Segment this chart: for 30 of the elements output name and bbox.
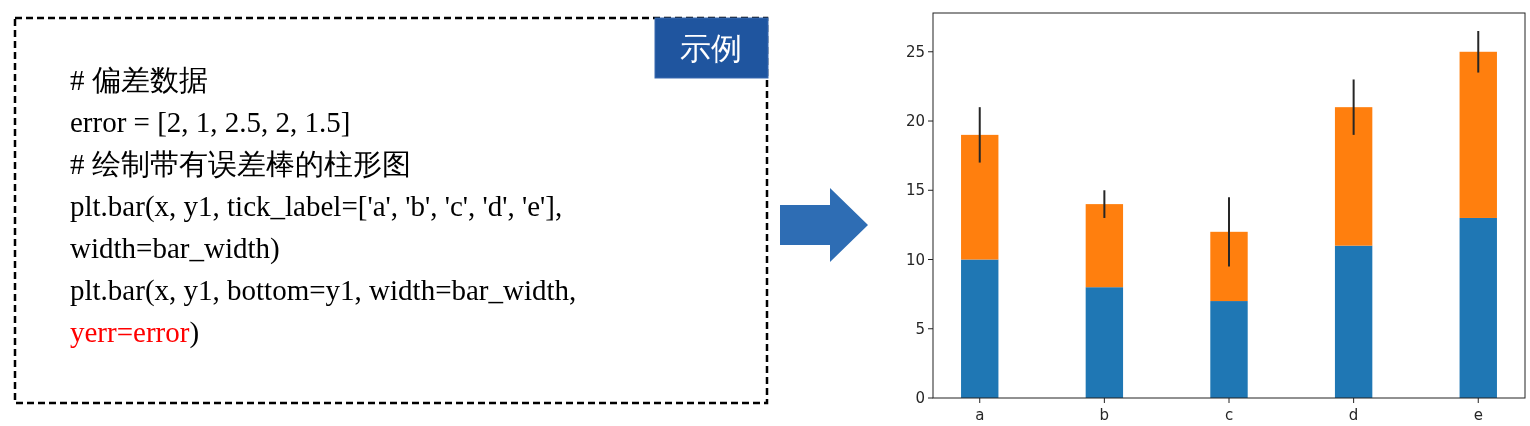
text: plt.bar(x, y1, tick_label=['a', 'b', 'c', 'd', 'e'], [70, 190, 563, 223]
y-tick-label: 10 [905, 250, 925, 269]
text: # 偏差数据 [70, 64, 208, 96]
x-tick-label: a [975, 406, 985, 424]
bar [1085, 204, 1124, 288]
text: # 绘制带有误差棒的柱形图 [70, 148, 411, 180]
bar [1210, 231, 1248, 302]
bar [961, 259, 999, 398]
text: plt.bar(x, y1, bottom=y1, width=bar_width, [70, 274, 577, 307]
text: yerr=error [70, 316, 190, 348]
y-tick-label: 5 [915, 319, 925, 338]
bar [961, 134, 999, 260]
text: ) [189, 316, 200, 349]
text: width=bar_width) [70, 232, 280, 265]
x-tick-label: e [1473, 406, 1483, 424]
text: 示例 [680, 31, 742, 66]
text: error = [2, 1, 2.5, 2, 1.5] [70, 106, 351, 138]
y-tick-label: 20 [905, 112, 925, 131]
y-tick-label: 0 [915, 389, 925, 407]
bar [1459, 217, 1497, 398]
x-tick-label: b [1099, 406, 1110, 424]
bar [1085, 287, 1124, 398]
bar [1210, 301, 1248, 398]
bar [1334, 107, 1373, 246]
bar [1459, 51, 1497, 218]
y-tick-label: 25 [905, 42, 925, 61]
x-tick-label: d [1348, 406, 1359, 424]
x-tick-label: c [1224, 406, 1234, 424]
bar [1334, 245, 1373, 398]
y-tick-label: 15 [905, 181, 925, 200]
